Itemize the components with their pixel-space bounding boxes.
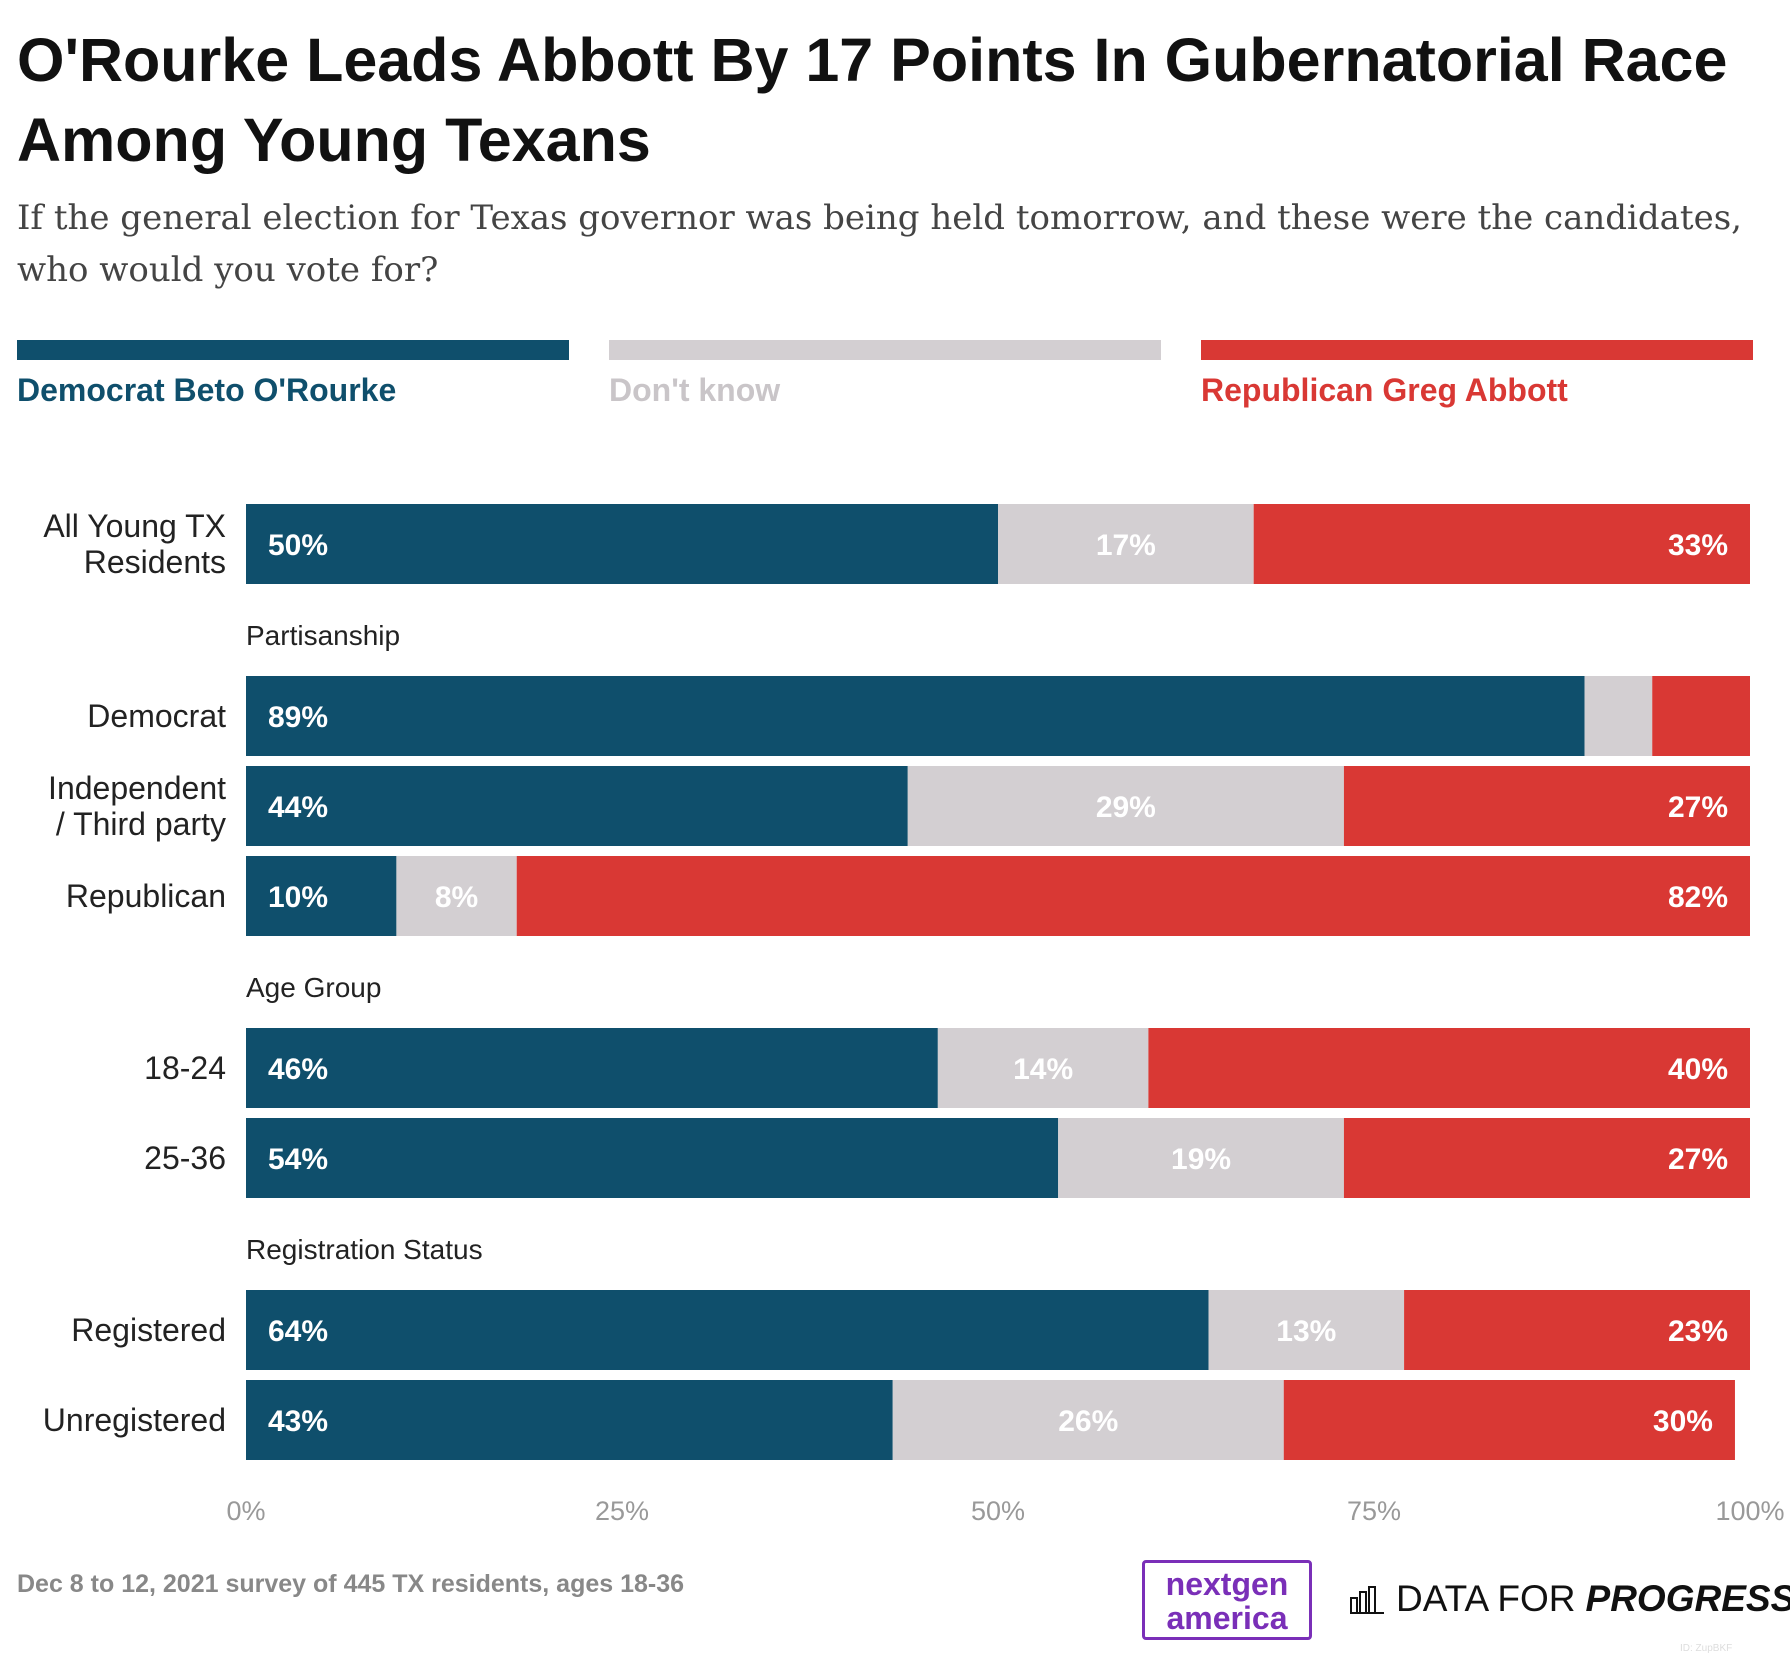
data-label-25-36-democrat: 54% [268,1143,328,1176]
source-footnote: Dec 8 to 12, 2021 survey of 445 TX resid… [17,1570,685,1598]
bar-segment-18-24-dont-know [937,1028,1149,1108]
group-label-partisanship: Partisanship [246,620,400,651]
data-label-unregistered-democrat: 43% [268,1405,328,1438]
x-tick-75: 75% [1347,1496,1401,1526]
row-label-25-36: 25-36 [144,1140,226,1176]
x-tick-25: 25% [595,1496,649,1526]
nextgen-logo-line1: nextgen [1165,1566,1289,1602]
nextgen-logo-line2: america [1166,1600,1288,1636]
x-tick-0: 0% [226,1496,265,1526]
data-label-all-young-tx-residents-democrat: 50% [268,529,328,562]
data-label-independent-third-party-democrat: 44% [268,791,328,824]
dfp-logo-text-bold: PROGRESS [1585,1578,1790,1619]
bar-segment-25-36-democrat [246,1118,1059,1198]
legend-item-democrat: Democrat Beto O'Rourke [17,340,569,409]
chart-credit: ID: ZupBKF [1680,1643,1733,1654]
data-label-independent-third-party-dont-know: 29% [1096,791,1156,824]
row-label-republican: Republican [66,878,226,914]
data-label-18-24-democrat: 46% [268,1053,328,1086]
legend-label-republican: Republican Greg Abbott [1201,372,1568,408]
legend-swatch-democrat [17,340,569,360]
data-label-republican-republican: 82% [1668,881,1728,914]
bar-segment-registered-democrat [246,1290,1209,1370]
row-label-18-24: 18-24 [144,1050,226,1086]
nextgen-america-logo: nextgen america [1142,1560,1312,1640]
data-label-democrat-democrat: 89% [268,701,328,734]
bar-segment-republican-democrat [246,856,397,936]
bar-segment-unregistered-republican [1283,1380,1735,1460]
data-label-independent-third-party-republican: 27% [1668,791,1728,824]
data-for-progress-logo: DATA FOR PROGRESS [1350,1578,1790,1620]
legend-label-democrat: Democrat Beto O'Rourke [17,372,397,408]
bar-segment-18-24-republican [1148,1028,1750,1108]
bar-segment-25-36-republican [1343,1118,1750,1198]
legend-swatch-republican [1201,340,1753,360]
x-tick-100: 100% [1715,1496,1784,1526]
data-label-25-36-dont-know: 19% [1171,1143,1231,1176]
bar-segment-all-young-tx-residents-republican [1253,504,1750,584]
data-label-registered-democrat: 64% [268,1315,328,1348]
row-label-all-young-tx-residents-line1: All Young TX [43,508,226,544]
chart-subtitle: If the general election for Texas govern… [17,198,1742,290]
chart-title: O'Rourke Leads Abbott By 17 Points In Gu… [17,26,1728,174]
bar-chart-icon [1350,1586,1384,1614]
bar-segment-independent-third-party-republican [1343,766,1750,846]
bar-segment-registered-republican [1404,1290,1750,1370]
data-label-unregistered-dont-know: 26% [1058,1405,1118,1438]
group-label-registration-status: Registration Status [246,1234,483,1265]
x-tick-50: 50% [971,1496,1025,1526]
data-label-unregistered-republican: 30% [1653,1405,1713,1438]
bar-segment-25-36-dont-know [1058,1118,1344,1198]
bar-segment-independent-third-party-democrat [246,766,908,846]
row-label-unregistered: Unregistered [43,1402,226,1438]
bar-segment-unregistered-dont-know [892,1380,1284,1460]
bar-segment-independent-third-party-dont-know [907,766,1344,846]
row-label-registered: Registered [71,1312,226,1348]
data-label-republican-democrat: 10% [268,881,328,914]
data-label-25-36-republican: 27% [1668,1143,1728,1176]
bar-segment-unregistered-democrat [246,1380,893,1460]
bar-segment-democrat-republican [1652,676,1750,756]
legend-swatch-dont-know [609,340,1161,360]
legend-item-dont-know: Don't know [609,340,1161,409]
data-label-republican-dont-know: 8% [435,881,478,914]
row-label-independent-third-party-line1: Independent [48,770,226,806]
bar-segment-democrat-dont-know [1584,676,1653,756]
bar-segment-republican-dont-know [396,856,517,936]
bar-segment-18-24-democrat [246,1028,938,1108]
legend-item-republican: Republican Greg Abbott [1201,340,1753,409]
data-label-registered-dont-know: 13% [1276,1315,1336,1348]
row-label-all-young-tx-residents-line2: Residents [84,544,226,580]
bar-segment-all-young-tx-residents-democrat [246,504,998,584]
data-label-all-young-tx-residents-republican: 33% [1668,529,1728,562]
bar-segment-democrat-democrat [246,676,1585,756]
row-label-democrat: Democrat [87,698,226,734]
dfp-logo-text: DATA FOR [1396,1578,1576,1619]
data-label-18-24-dont-know: 14% [1013,1053,1073,1086]
data-label-registered-republican: 23% [1668,1315,1728,1348]
row-label-independent-third-party-line2: / Third party [56,806,226,842]
legend-label-dont-know: Don't know [609,372,781,408]
data-label-all-young-tx-residents-dont-know: 17% [1096,529,1156,562]
bar-segment-all-young-tx-residents-dont-know [998,504,1254,584]
group-label-age-group: Age Group [246,972,381,1003]
bar-segment-registered-dont-know [1208,1290,1405,1370]
bar-segment-republican-republican [516,856,1750,936]
data-label-18-24-republican: 40% [1668,1053,1728,1086]
